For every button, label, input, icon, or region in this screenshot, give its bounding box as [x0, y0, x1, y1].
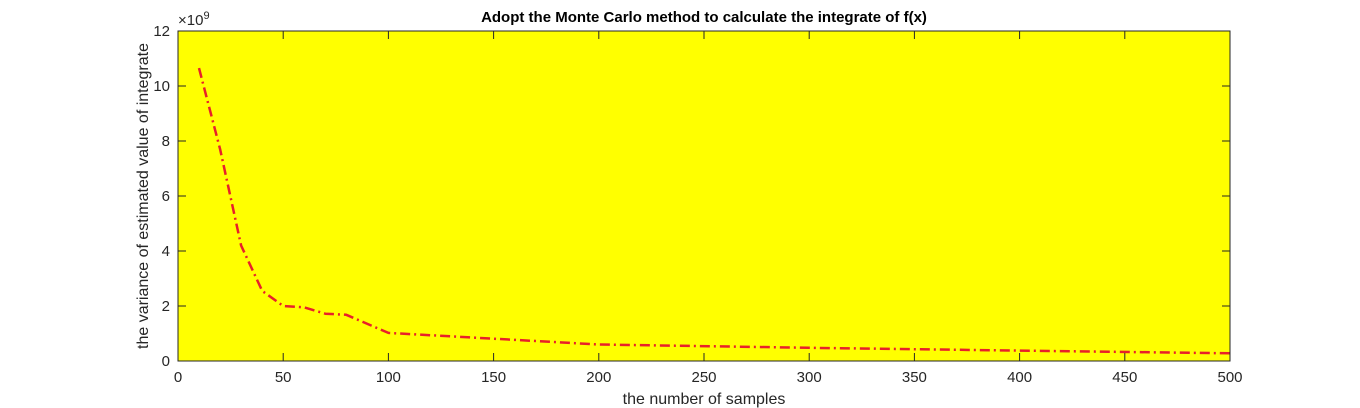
- x-tick-label: 100: [376, 369, 401, 386]
- y-axis-exponent-power: 9: [203, 10, 209, 22]
- x-tick-label: 300: [797, 369, 822, 386]
- chart-title: Adopt the Monte Carlo method to calculat…: [481, 9, 927, 26]
- x-tick-label: 0: [174, 369, 182, 386]
- y-tick-label: 6: [162, 188, 170, 205]
- x-tick-label: 500: [1217, 369, 1242, 386]
- x-tick-label: 450: [1112, 369, 1137, 386]
- x-tick-label: 50: [275, 369, 292, 386]
- series-line: [197, 67, 1231, 355]
- x-tick-label: 400: [1007, 369, 1032, 386]
- y-tick-label: 10: [153, 78, 170, 95]
- y-axis-title: the variance of estimated value of integ…: [135, 43, 152, 349]
- y-axis-ticks: 0 2 4 6 8 10 12: [153, 23, 1230, 370]
- x-tick-label: 350: [902, 369, 927, 386]
- y-tick-label: 0: [162, 353, 170, 370]
- y-tick-label: 2: [162, 298, 170, 315]
- y-tick-label: 4: [162, 243, 170, 260]
- x-axis-ticks: 0 50 100 150 200 250 300 350 400 450 500: [174, 31, 1243, 386]
- x-axis-title: the number of samples: [623, 391, 786, 408]
- y-axis-exponent-base: ×10: [178, 12, 203, 29]
- plot-area: [178, 31, 1230, 361]
- y-tick-label: 8: [162, 133, 170, 150]
- x-tick-label: 200: [586, 369, 611, 386]
- y-axis-exponent: ×109: [178, 10, 210, 29]
- x-tick-label: 150: [481, 369, 506, 386]
- plot-frame: [177, 30, 1231, 362]
- x-tick-label: 250: [691, 369, 716, 386]
- y-tick-label: 12: [153, 23, 170, 40]
